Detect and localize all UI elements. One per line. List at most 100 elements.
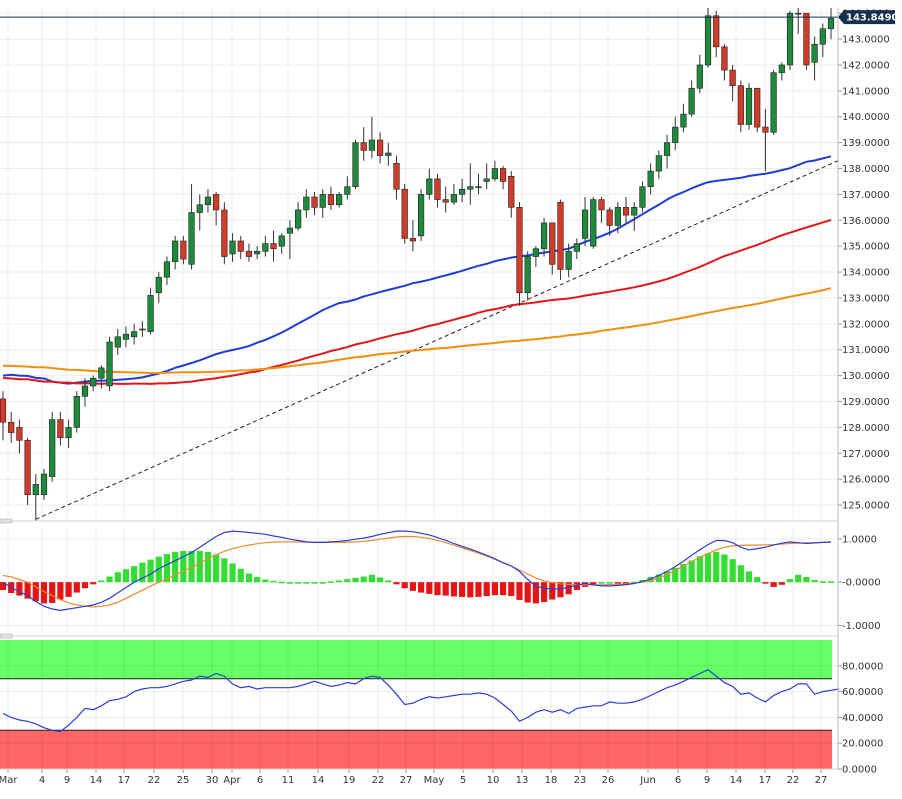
candle xyxy=(401,184,408,244)
candle xyxy=(557,199,564,280)
date-tick-label: 17 xyxy=(118,775,131,786)
macd-histogram-bar xyxy=(786,579,794,583)
macd-histogram-bar xyxy=(688,560,695,583)
candle-body xyxy=(295,209,302,229)
candle xyxy=(311,191,318,216)
candle-body xyxy=(122,333,130,340)
macd-tick-label: 1.0000 xyxy=(842,534,877,545)
moving-averages xyxy=(2,155,832,385)
candle xyxy=(655,150,662,179)
candle xyxy=(778,62,785,81)
date-tick-label: 27 xyxy=(400,775,413,786)
candle-body xyxy=(213,194,220,211)
macd-histogram-bar xyxy=(672,567,679,583)
candle xyxy=(344,176,351,200)
candle xyxy=(516,202,523,306)
candle-body xyxy=(475,186,482,188)
macd-histogram-bar xyxy=(270,580,277,583)
candle xyxy=(81,378,89,407)
candle xyxy=(385,142,392,166)
candle-body xyxy=(655,155,662,172)
candle-body xyxy=(16,427,23,441)
macd-histogram-bar xyxy=(204,551,212,583)
price-tick-label: 126.0000 xyxy=(842,475,890,486)
candle-body xyxy=(819,28,826,45)
candle-body xyxy=(221,209,228,257)
rsi-oversold-zone xyxy=(0,730,832,769)
macd-histogram-bar xyxy=(196,550,203,583)
candle xyxy=(286,220,294,260)
price-tick-label: 130.0000 xyxy=(842,371,890,382)
candle xyxy=(319,189,326,218)
macd-histogram-bar xyxy=(377,577,384,583)
date-tick-label: 25 xyxy=(177,775,190,786)
rsi-tick-label: 80.0000 xyxy=(842,661,883,672)
price-tick-label: 134.0000 xyxy=(842,268,890,279)
macd-histogram-bar xyxy=(327,581,335,583)
candle-body xyxy=(696,64,703,89)
candle-body xyxy=(172,240,179,263)
date-tick-label: 14 xyxy=(730,775,743,786)
current-price-label: 143.8490 xyxy=(846,13,899,24)
macd-histogram-bar xyxy=(163,554,171,583)
candle-body xyxy=(721,46,728,71)
candle xyxy=(16,419,23,454)
candle-body xyxy=(409,238,417,242)
macd-tick-label: -1.0000 xyxy=(842,621,881,632)
candle-body xyxy=(540,222,548,250)
candle-body xyxy=(745,87,753,125)
candle xyxy=(704,8,712,68)
candle-body xyxy=(8,421,15,433)
macd-histogram-bar xyxy=(631,581,638,584)
moving-average-line xyxy=(2,287,832,374)
macd-histogram-bar xyxy=(131,566,138,583)
candle xyxy=(721,44,728,81)
macd-histogram-bar xyxy=(368,574,376,583)
date-tick-label: 13 xyxy=(516,775,529,786)
candle xyxy=(458,178,466,203)
candle xyxy=(770,70,777,135)
macd-histogram-bar xyxy=(122,569,130,583)
candle xyxy=(122,326,130,348)
candle xyxy=(57,411,64,446)
candle xyxy=(237,235,244,260)
date-tick-label: 17 xyxy=(759,775,772,786)
macd-histogram-bar xyxy=(721,554,728,583)
moving-average-line xyxy=(2,219,832,385)
macd-histogram-bar xyxy=(450,582,457,597)
price-tick-label: 129.0000 xyxy=(842,397,890,408)
panel-resize-handle[interactable] xyxy=(0,518,13,524)
candle xyxy=(393,155,400,200)
candle xyxy=(245,243,253,262)
macd-histogram-bar xyxy=(57,582,64,600)
candle-body xyxy=(90,377,97,387)
candle-body xyxy=(163,261,171,278)
candle-body xyxy=(65,427,72,439)
candle xyxy=(442,186,449,213)
candle-body xyxy=(196,204,203,213)
macd-histogram-bar xyxy=(516,582,523,600)
candle-body xyxy=(24,440,31,496)
macd-histogram-bar xyxy=(188,550,195,583)
date-tick-label: 26 xyxy=(602,775,615,786)
panel-resize-handle[interactable] xyxy=(0,633,13,639)
candle xyxy=(795,8,802,34)
candle xyxy=(434,173,441,208)
macd-histogram-bar xyxy=(745,571,753,583)
macd-histogram-bar xyxy=(49,582,56,603)
candle xyxy=(8,411,15,443)
candle-body xyxy=(573,243,580,252)
macd-histogram-bar xyxy=(360,576,367,583)
candle xyxy=(622,196,630,223)
date-tick-label: 27 xyxy=(815,775,828,786)
candle-body xyxy=(262,243,269,252)
rsi-overbought-zone xyxy=(0,640,832,679)
candle-body xyxy=(204,196,212,206)
macd-histogram-bar xyxy=(286,582,294,584)
macd-histogram-bar xyxy=(16,582,23,596)
candle xyxy=(573,238,580,260)
current-price-tag xyxy=(838,10,895,25)
candle-body xyxy=(713,15,720,48)
candle-body xyxy=(278,235,285,247)
rsi-axis: 80.0000 60.0000 40.0000 20.0000 0.0000 xyxy=(838,661,883,776)
